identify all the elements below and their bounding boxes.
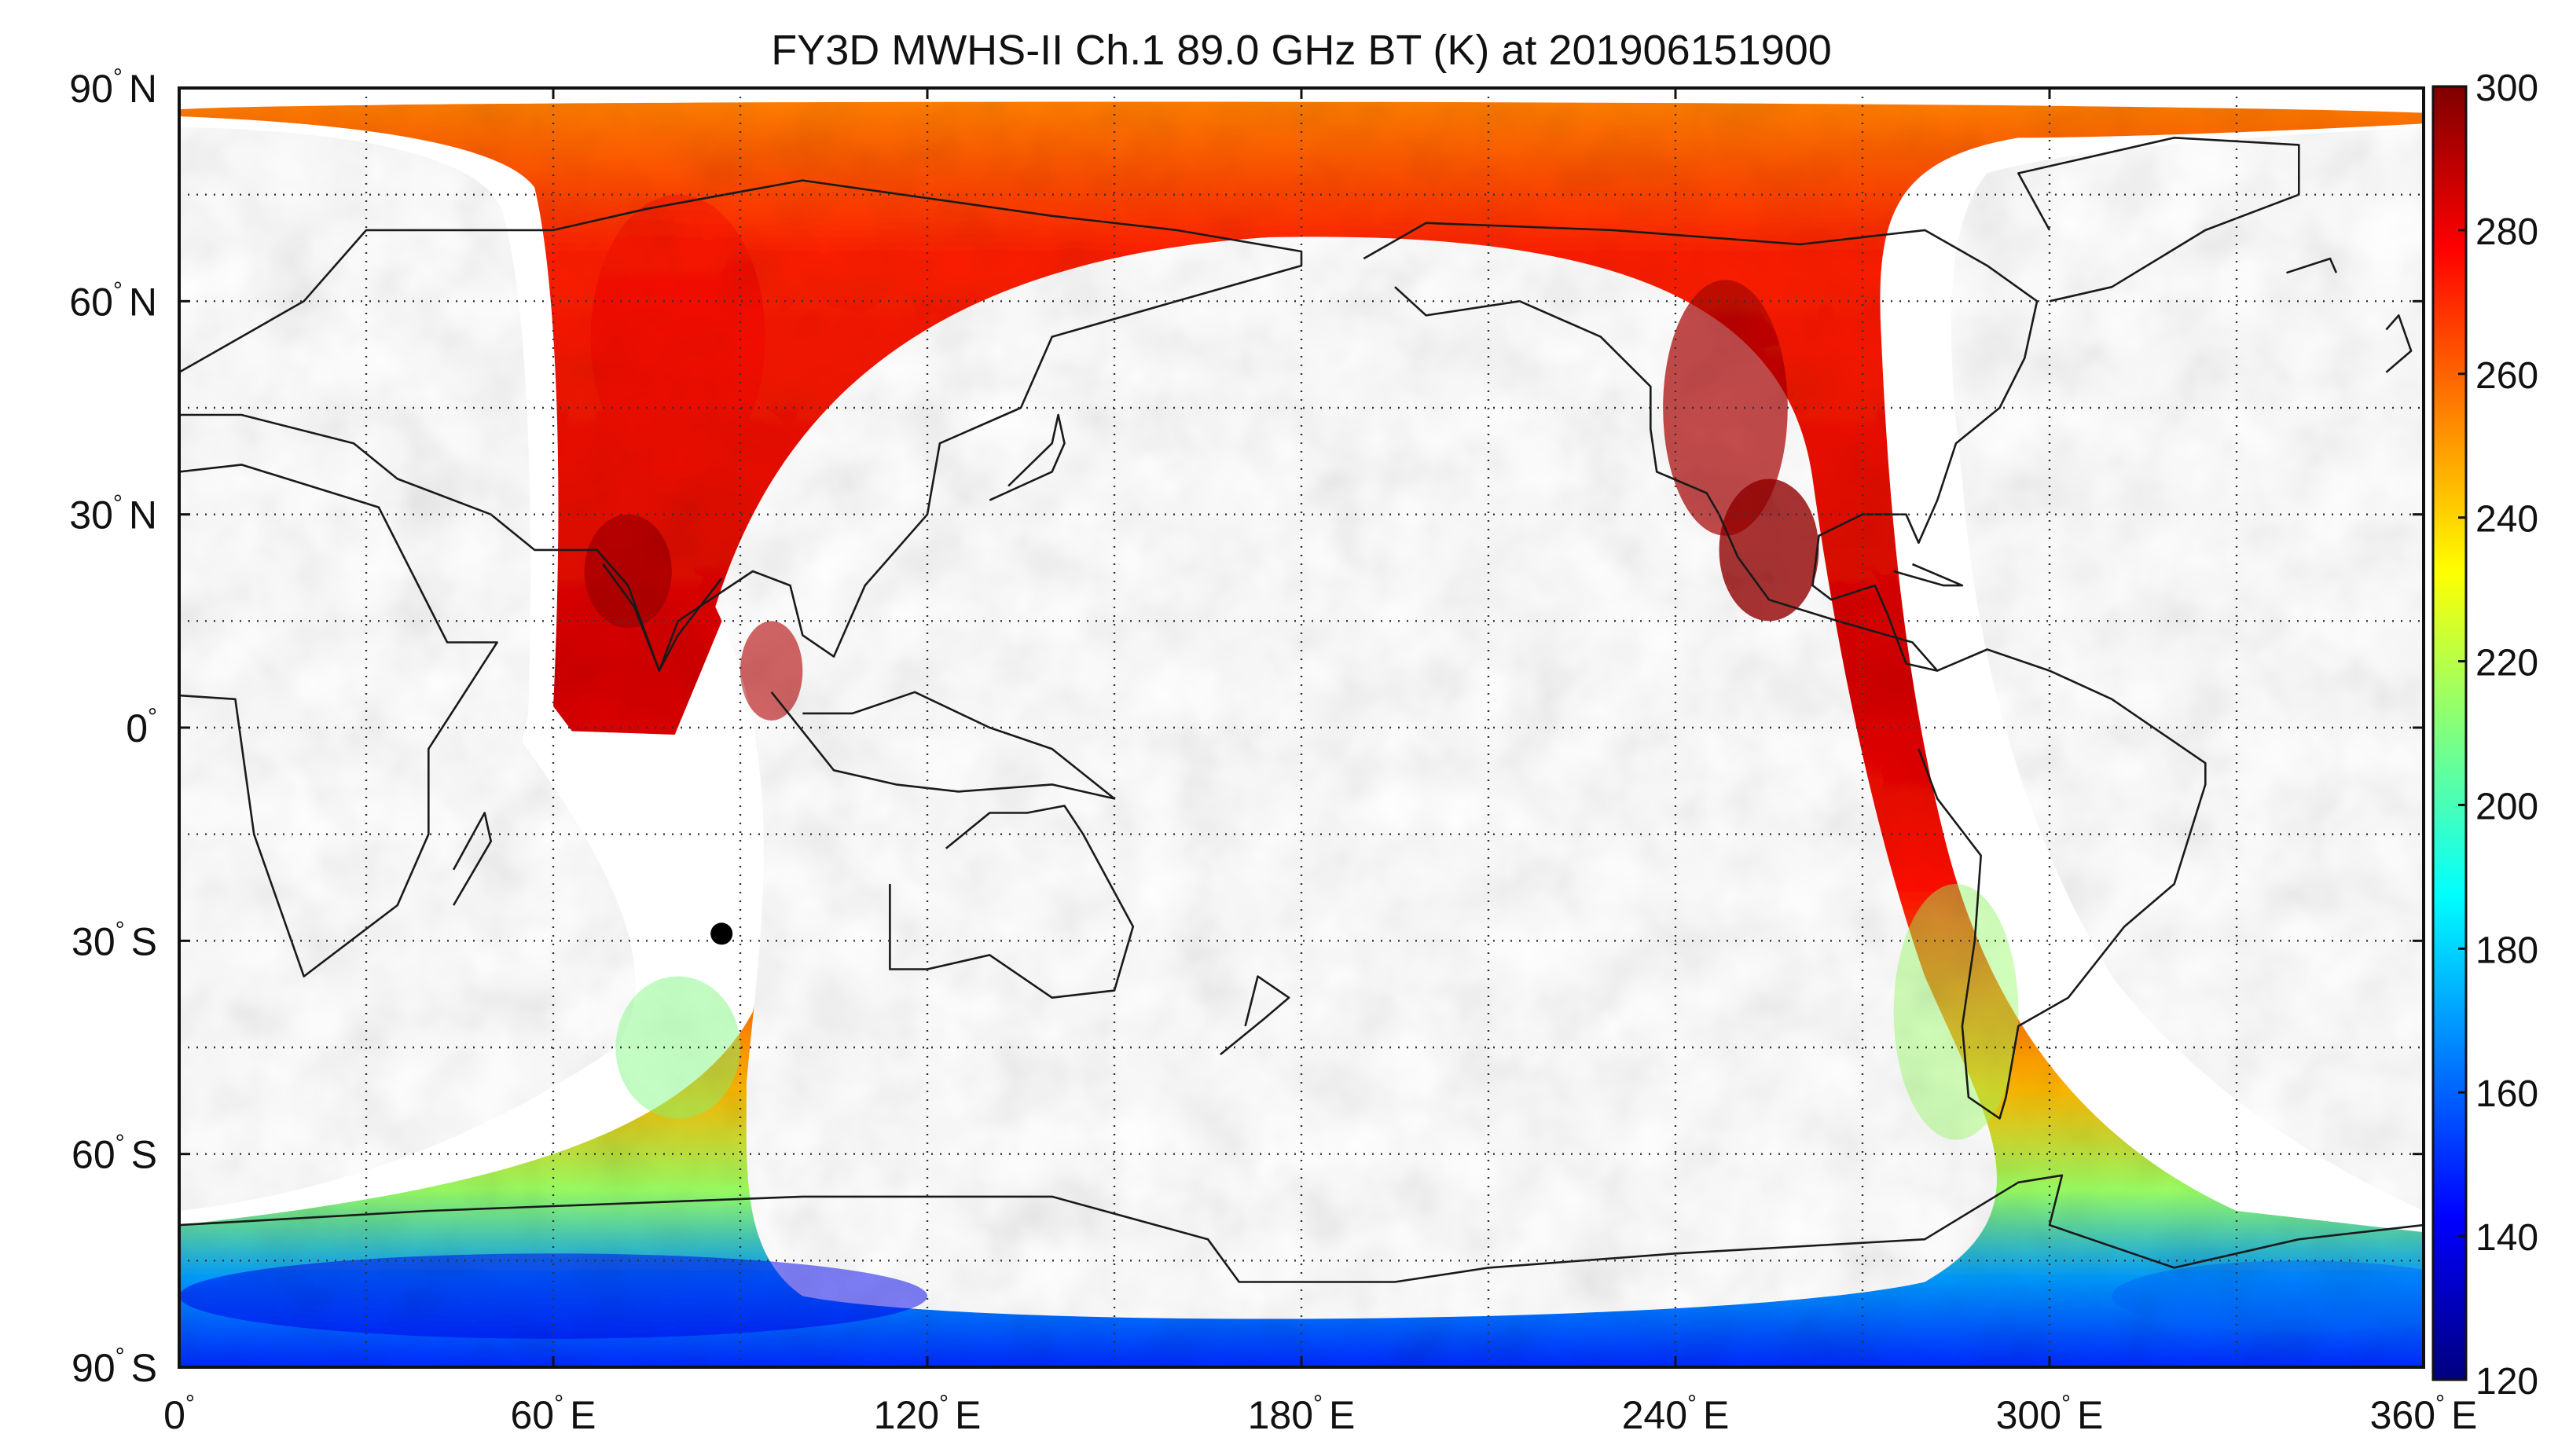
latitude-axis-labels: 90° N 60° N 30° N 0° 30° S 60° S 90° S bbox=[69, 64, 157, 1390]
coastline bbox=[452, 812, 492, 906]
lat-tick-label: 60° S bbox=[72, 1131, 157, 1177]
swath-gap bbox=[715, 237, 1997, 1319]
lat-tick-label: 60° N bbox=[69, 277, 157, 324]
lat-tick-label: 30° S bbox=[72, 917, 157, 963]
coastline bbox=[179, 464, 498, 977]
colorbar-tick-label: 280 bbox=[2475, 211, 2538, 253]
lon-tick-label: 0° bbox=[163, 1391, 195, 1437]
coastline bbox=[602, 563, 723, 672]
colorbar-tick-label: 200 bbox=[2475, 786, 2538, 827]
colorbar-tick-label: 140 bbox=[2475, 1217, 2538, 1259]
colorbar-ticks: 120 140 160 180 200 220 240 260 280 300 bbox=[2458, 68, 2538, 1403]
colorbar-tick-label: 120 bbox=[2475, 1361, 2538, 1403]
colorbar-tick-label: 240 bbox=[2475, 499, 2538, 541]
coastline bbox=[179, 179, 1303, 672]
lon-tick-label: 240° E bbox=[1622, 1391, 1730, 1437]
colorbar-tick-label: 180 bbox=[2475, 930, 2538, 971]
warm-region bbox=[584, 514, 672, 629]
coastlines bbox=[179, 137, 2424, 1283]
coastline bbox=[2385, 314, 2413, 373]
location-marker bbox=[710, 922, 733, 945]
lat-tick-label: 90° S bbox=[72, 1344, 157, 1390]
cool-region bbox=[1893, 883, 2019, 1140]
warm-region bbox=[1663, 280, 1788, 536]
coastline bbox=[770, 691, 1116, 800]
cold-region bbox=[2112, 1260, 2424, 1332]
lat-tick-label: 0° bbox=[126, 704, 157, 750]
lon-tick-label: 360° E bbox=[2370, 1391, 2478, 1437]
brightness-temperature-swaths bbox=[179, 101, 2424, 1367]
map-title: FY3D MWHS-II Ch.1 89.0 GHz BT (K) at 201… bbox=[771, 27, 1832, 74]
longitude-axis-labels: 0° 60° E 120° E 180° E 240° E 300° E 360° E bbox=[163, 1391, 2477, 1437]
lat-tick-label: 90° N bbox=[69, 64, 157, 111]
coastline bbox=[2286, 257, 2338, 274]
coastline bbox=[1918, 648, 2207, 1120]
colorbar-tick-label: 220 bbox=[2475, 643, 2538, 684]
map-frame bbox=[178, 86, 2425, 1369]
lon-tick-label: 180° E bbox=[1248, 1391, 1356, 1437]
lon-tick-label: 120° E bbox=[874, 1391, 982, 1437]
cold-region bbox=[179, 1253, 927, 1339]
coastline bbox=[989, 413, 1066, 501]
colorbar: 120 140 160 180 200 220 240 260 280 300 bbox=[2431, 68, 2538, 1403]
coastline bbox=[1363, 222, 2039, 672]
lon-tick-label: 300° E bbox=[1996, 1391, 2104, 1437]
cool-region bbox=[615, 976, 741, 1119]
graticule-grid bbox=[179, 88, 2424, 1367]
swath-gap-west bbox=[179, 127, 636, 1212]
coastline bbox=[179, 1174, 2424, 1283]
warm-region bbox=[740, 621, 803, 721]
colorbar-scale bbox=[2431, 85, 2468, 1381]
warm-region bbox=[590, 194, 765, 479]
colorbar-tick-label: 160 bbox=[2475, 1073, 2538, 1115]
coastline bbox=[889, 805, 1135, 999]
coastline bbox=[1893, 563, 1964, 587]
colorbar-tick-label: 260 bbox=[2475, 355, 2538, 397]
coastline bbox=[1220, 975, 1290, 1056]
lon-tick-label: 60° E bbox=[511, 1391, 596, 1437]
map-area bbox=[178, 86, 2425, 1369]
lat-tick-label: 30° N bbox=[69, 491, 157, 537]
coastline bbox=[2017, 137, 2300, 303]
swath-gap-east bbox=[1951, 127, 2424, 1212]
colorbar-tick-label: 300 bbox=[2475, 68, 2538, 109]
